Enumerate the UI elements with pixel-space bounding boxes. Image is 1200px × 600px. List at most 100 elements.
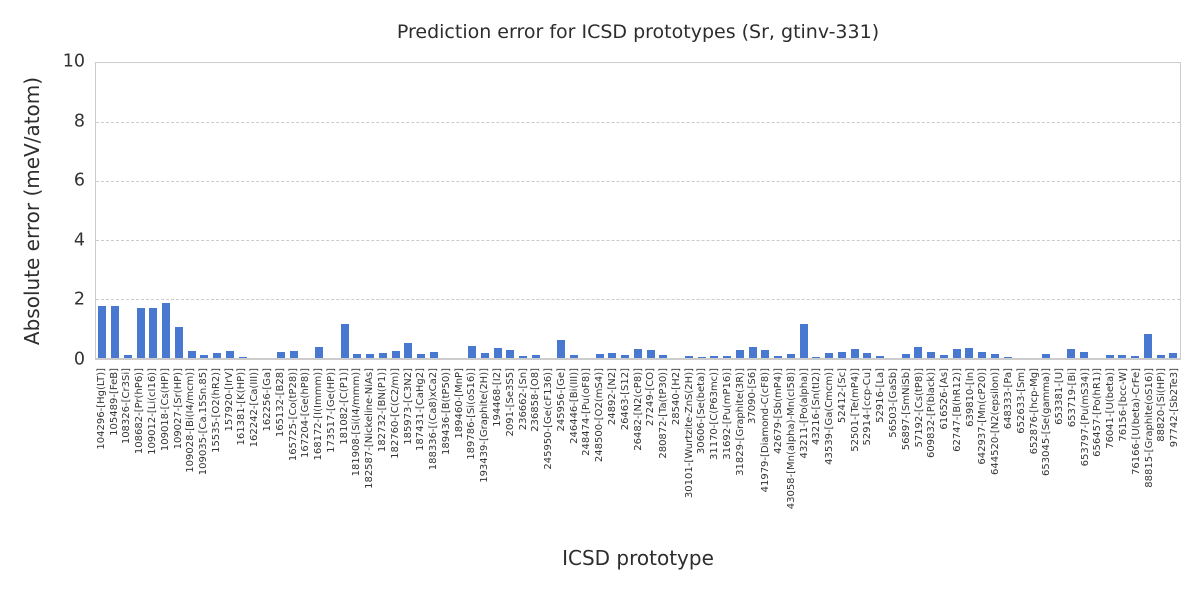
bar-slot	[1116, 63, 1129, 358]
bar-slot	[185, 63, 198, 358]
bar-43539-[Ga(Cmcm)]	[825, 353, 834, 358]
bar-182587-[Nickeline-NiAs]	[366, 354, 375, 358]
x-tick-label: 236858-[O8]	[530, 368, 542, 432]
x-tick-label: 41979-[Diamond-C(cF8)]	[760, 368, 772, 493]
x-tick-label: 109012-[Li(cI16)]	[146, 368, 158, 455]
x-tick-label: 652633-[Sm]	[1015, 368, 1027, 434]
bar-43211-[Po(alpha)]	[799, 324, 808, 358]
x-tick-label: 185973-[C3N2]	[402, 368, 414, 445]
bar-slot	[377, 63, 390, 358]
x-tick-label: 30101-[Wurtzite-ZnS(2H)]	[683, 368, 695, 499]
x-tick-label: 26482-[N2(cP8)]	[632, 368, 644, 451]
x-tick-label: 52501-[Te(mP4)]	[849, 368, 861, 452]
bar-slot	[644, 63, 657, 358]
bar-193439-[Graphite(2H)]	[480, 353, 489, 358]
bar-slot	[1078, 63, 1091, 358]
bar-644520-[N2(epsilon)]	[990, 354, 999, 358]
bar-slot	[504, 63, 517, 358]
bar-slot	[1142, 63, 1155, 358]
x-tick-label: 248474-[Pu(oF8)]	[581, 368, 593, 456]
bars-container	[96, 63, 1180, 358]
x-tick-label: 246446-[Bi(III)]	[568, 368, 580, 444]
bar-109028-[Bi(I4/mcm)]	[187, 350, 196, 358]
bar-31170-[C(P63mc)]	[710, 355, 719, 358]
x-tick-label: 644520-[N2(epsilon)]	[990, 368, 1002, 475]
x-tick-label: 167204-[Ge(hP8)]	[300, 368, 312, 459]
bar-slot	[619, 63, 632, 358]
x-tick-label: 76041-[U(beta)]	[1105, 368, 1117, 449]
bar-42679-[Sb(mP4)]	[774, 356, 783, 358]
x-tick-label: 245950-[Ge(cF136)]	[543, 368, 555, 470]
x-tick-label: 43216-[Sn(tI2)]	[811, 368, 823, 445]
bar-97742-[Sb2Te3]	[1169, 353, 1178, 358]
bar-slot	[1129, 63, 1142, 358]
bar-slot	[517, 63, 530, 358]
x-tick-label: 616526-[As]	[939, 368, 951, 430]
x-tick-label: 642937-[Mn(cP20)]	[977, 368, 989, 465]
bar-653719-[Bi]	[1067, 349, 1076, 358]
x-tick-label: 187431-[CaHg2]	[415, 368, 427, 451]
x-tick-label: 56897-[SmNiSb]	[900, 368, 912, 451]
x-tick-label: 28540-[H2]	[670, 368, 682, 426]
x-tick-label: 165132-[B28]	[274, 368, 286, 438]
x-tick-label: 52412-[Sc]	[836, 368, 848, 424]
bar-52914-[ccp-Cu]	[863, 352, 872, 358]
x-tick-label: 653797-[Pu(mS34)]	[1079, 368, 1091, 467]
bar-109027-[Sr(HP)]	[174, 327, 183, 358]
bar-slot	[122, 63, 135, 358]
x-tick-label: 181908-[Si(I4/mmm)]	[351, 368, 363, 477]
x-tick-label: 26463-[S12]	[619, 368, 631, 431]
bar-slot	[861, 63, 874, 358]
bar-slot	[785, 63, 798, 358]
bar-slot	[670, 63, 683, 358]
x-tick-label: 31170-[C(P63mc)]	[709, 368, 721, 461]
x-tick-label: 652876-[hcp-Mg]	[1028, 368, 1040, 455]
bar-108326-[Cr3Si]	[123, 355, 132, 358]
bar-slot	[721, 63, 734, 358]
bar-236858-[O8]	[531, 354, 540, 358]
x-tick-label: 109028-[Bi(I4/mcm)]	[185, 368, 197, 473]
bar-43058-[Mn(alpha)-Mn(cI58)]	[786, 354, 795, 358]
bar-slot	[963, 63, 976, 358]
x-tick-label: 24892-[N2]	[606, 368, 618, 426]
bar-slot	[351, 63, 364, 358]
x-tick-label: 248500-[O2(mS4)]	[594, 368, 606, 463]
x-tick-label: 656457-[Po(hR1)]	[1092, 368, 1104, 457]
bar-slot	[772, 63, 785, 358]
bar-648333-[Pa]	[1003, 356, 1012, 358]
bar-30606-[Se(beta)]	[697, 356, 706, 358]
bar-88820-[Si(HP)]	[1156, 354, 1165, 358]
x-tick-label: 181082-[C(P1)]	[338, 368, 350, 445]
bar-slot	[657, 63, 670, 358]
bar-slot	[453, 63, 466, 358]
bar-slot	[173, 63, 186, 358]
x-tick-label: 52916-[La]	[875, 368, 887, 423]
gridline	[96, 122, 1180, 123]
bar-slot	[1065, 63, 1078, 358]
x-tick-label: 31829-[Graphite(3R)]	[734, 368, 746, 476]
x-tick-label: 52914-[ccp-Cu]	[862, 368, 874, 446]
bar-slot	[823, 63, 836, 358]
bar-slot	[925, 63, 938, 358]
bar-slot	[415, 63, 428, 358]
x-axis-label: ICSD prototype	[562, 546, 714, 570]
x-tick-label: 76166-[U(beta)-CrFe]	[1130, 368, 1142, 475]
bar-slot	[440, 63, 453, 358]
bar-194468-[I2]	[493, 347, 502, 358]
bar-slot	[581, 63, 594, 358]
bar-26482-[N2(cP8)]	[633, 349, 642, 358]
bar-30101-[Wurtzite-ZnS(2H)]	[684, 355, 693, 358]
bar-52412-[Sc]	[837, 351, 846, 358]
bar-slot	[695, 63, 708, 358]
bar-slot	[147, 63, 160, 358]
bar-187431-[CaHg2]	[417, 354, 426, 358]
bar-slot	[275, 63, 288, 358]
x-tick-label: 189786-[Si(oS16)]	[466, 368, 478, 460]
bar-109018-[Cs(HP)]	[162, 303, 171, 358]
bar-slot	[1014, 63, 1027, 358]
bar-165725-[Co(tP28)]	[289, 350, 298, 358]
bar-slot	[402, 63, 415, 358]
y-tick-label: 10	[62, 51, 85, 72]
bar-639810-[In]	[965, 347, 974, 358]
